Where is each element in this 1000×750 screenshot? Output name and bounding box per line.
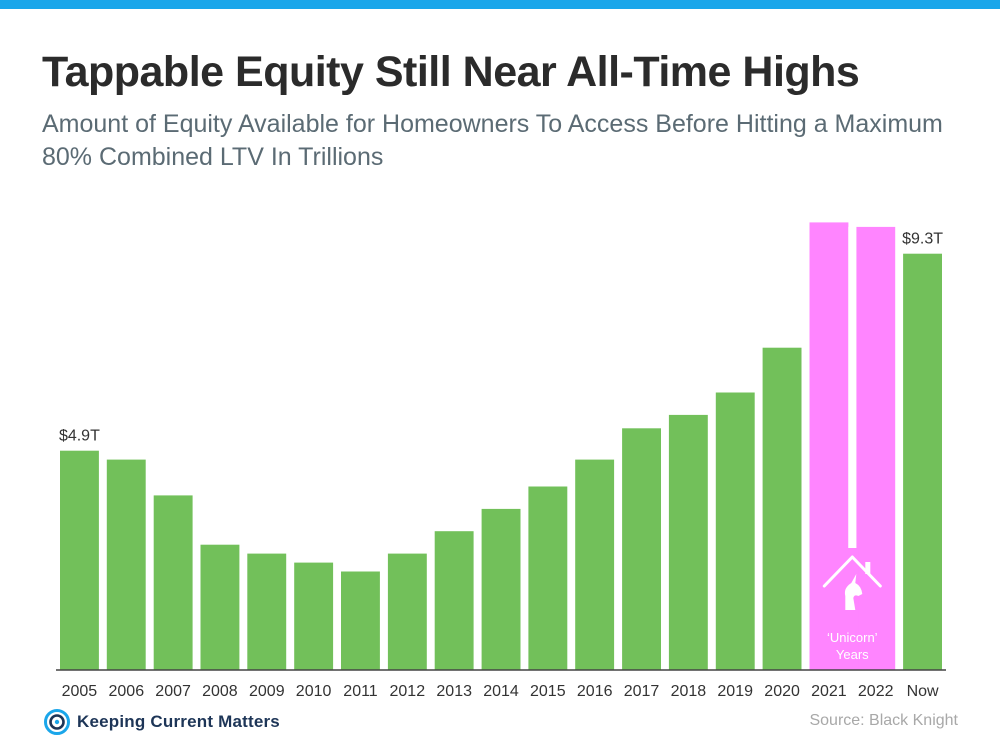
- bar-gap: [848, 226, 857, 670]
- bar-2010: [294, 562, 334, 670]
- x-tick-label: 2010: [296, 683, 332, 700]
- logo-text: Keeping Current Matters: [77, 712, 280, 731]
- bar-2014: [481, 508, 521, 670]
- data-label: $9.3T: [902, 231, 943, 248]
- x-tick-label: 2011: [343, 683, 378, 700]
- x-tick-label: 2022: [858, 683, 894, 700]
- bar-2006: [106, 459, 146, 670]
- x-tick-label: 2020: [764, 683, 800, 700]
- annotation-text: ‘Unicorn’: [827, 630, 878, 645]
- bar-2019: [715, 392, 755, 670]
- unicorn-house-icon: [822, 555, 882, 610]
- annotation-text: Years: [836, 647, 869, 662]
- kcm-logo: Keeping Current Matters: [44, 708, 280, 736]
- bar-2008: [200, 544, 240, 670]
- top-accent-bar: [0, 0, 1000, 9]
- x-tick-label: 2015: [530, 683, 566, 700]
- bar-2022: [856, 226, 896, 670]
- kcm-swirl-icon: [44, 709, 70, 735]
- x-tick-label: 2016: [577, 683, 613, 700]
- x-tick-label: 2008: [202, 683, 238, 700]
- x-tick-label: 2014: [483, 683, 519, 700]
- x-tick-label: 2019: [717, 683, 753, 700]
- source-note: Source: Black Knight: [809, 712, 958, 729]
- x-tick-labels: 2005 2006 2007 2008 2009 2010 2011 2012 2013 2014…: [62, 683, 939, 700]
- bar-now: [903, 253, 942, 670]
- x-tick-label: 2012: [390, 683, 426, 700]
- x-tick-label: 2018: [671, 683, 707, 700]
- x-tick-label: 2007: [155, 683, 191, 700]
- x-tick-label: 2017: [624, 683, 660, 700]
- chart-title: Tappable Equity Still Near All-Time High…: [42, 48, 860, 96]
- bar-2011: [341, 571, 380, 670]
- chart-subtitle: Amount of Equity Available for Homeowner…: [42, 110, 943, 171]
- x-tick-label: 2006: [109, 683, 145, 700]
- bar-2016: [575, 459, 615, 670]
- bar-2009: [247, 553, 287, 670]
- bar-2007: [153, 495, 193, 670]
- bar-2018: [668, 414, 708, 670]
- bars-group: [60, 222, 942, 670]
- bar-2005: [60, 450, 99, 670]
- data-label: $4.9T: [59, 428, 100, 445]
- data-labels: $4.9T $9.3T: [59, 231, 943, 445]
- bar-2021: [809, 222, 849, 670]
- x-tick-label: 2013: [436, 683, 472, 700]
- x-tick-label: 2005: [62, 683, 98, 700]
- bar-2015: [528, 486, 568, 670]
- bar-2017: [622, 428, 661, 670]
- x-tick-label: Now: [907, 683, 939, 700]
- bar-2020: [762, 347, 802, 670]
- x-tick-label: 2009: [249, 683, 285, 700]
- x-tick-label: 2021: [811, 683, 847, 700]
- bar-2012: [387, 553, 427, 670]
- unicorn-annotation: ‘Unicorn’ Years: [822, 226, 882, 670]
- bar-2013: [434, 531, 474, 670]
